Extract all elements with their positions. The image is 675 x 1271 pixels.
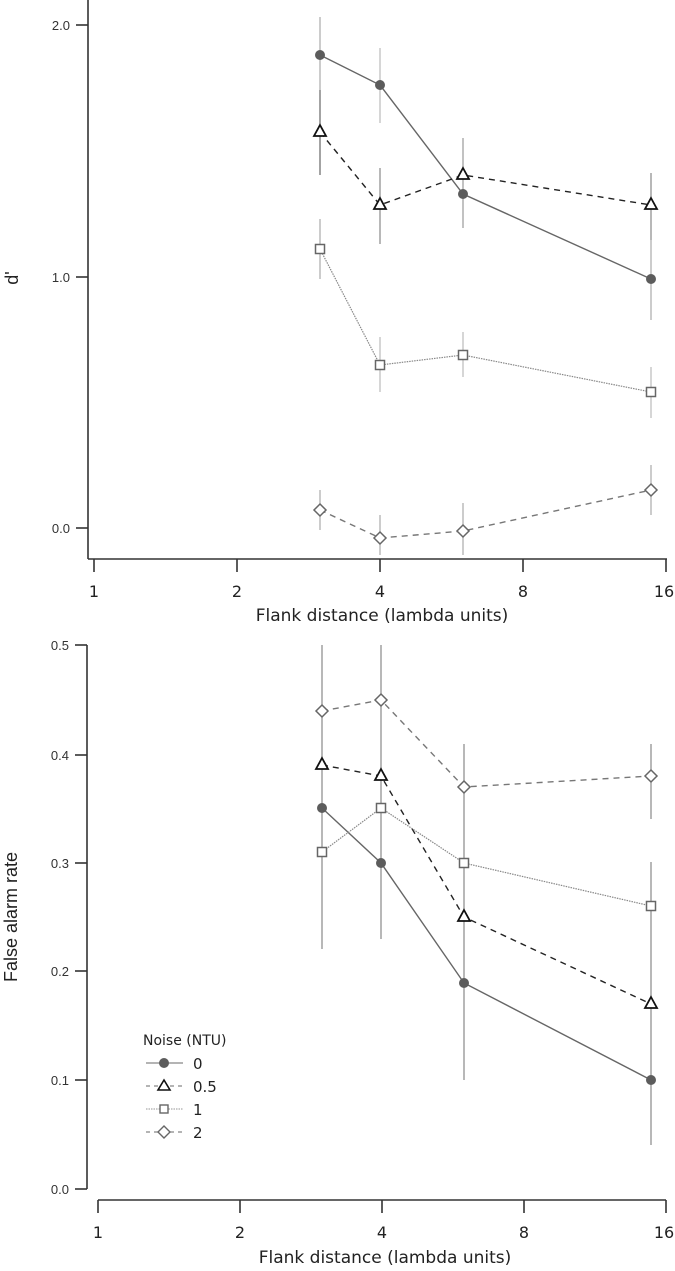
y-tick-label: 1.0: [52, 270, 70, 285]
legend: Noise (NTU) 0 0.5 1 2: [143, 1033, 226, 1142]
top-series-2-line: [319, 489, 652, 539]
bottom-series-1-line: [321, 807, 652, 907]
legend-title: Noise (NTU): [143, 1033, 226, 1049]
bottom-series-0.5-markers: [314, 756, 659, 1009]
top-error-bars: [319, 17, 652, 555]
legend-item-0.5: 0.5: [146, 1078, 217, 1096]
top-y-ticks: 2.0 1.0 0.0: [52, 18, 88, 536]
x-tick-label: 2: [232, 582, 242, 601]
bottom-y-axis-title: False alarm rate: [1, 852, 21, 982]
bottom-chart: 0.5 0.4 0.3 0.2 0.1 0.0 1 2 4 8 16 Flank…: [1, 638, 674, 1268]
x-tick-label: 16: [654, 1223, 674, 1242]
x-tick-label: 4: [375, 582, 385, 601]
bottom-x-axis-title: Flank distance (lambda units): [259, 1248, 512, 1268]
legend-label: 0.5: [193, 1078, 217, 1096]
bottom-series-0.5-line: [321, 764, 652, 1005]
bottom-series-1-markers: [316, 802, 657, 912]
y-tick-label: 2.0: [52, 18, 70, 33]
bottom-error-bars: [321, 645, 652, 1145]
y-tick-label: 0.4: [51, 748, 69, 763]
bottom-series-0-markers: [317, 803, 656, 1085]
filled-circle-icon: [159, 1058, 169, 1068]
legend-label: 0: [193, 1055, 203, 1073]
x-tick-label: 4: [377, 1223, 387, 1242]
y-tick-label: 0.3: [51, 856, 69, 871]
bottom-y-ticks: 0.5 0.4 0.3 0.2 0.1 0.0: [51, 638, 87, 1197]
bottom-series-2-line: [321, 699, 652, 788]
x-tick-label: 1: [93, 1223, 103, 1242]
top-x-ticks: 1 2 4 8 16: [89, 559, 674, 601]
top-series-2-markers: [312, 482, 659, 546]
top-x-axis-title: Flank distance (lambda units): [256, 606, 509, 626]
legend-item-0: 0: [146, 1055, 203, 1073]
top-series-0.5-line: [319, 131, 652, 206]
top-y-axis-title: d': [2, 271, 22, 284]
top-series-0-markers: [315, 50, 656, 284]
x-tick-label: 8: [519, 1223, 529, 1242]
y-tick-label: 0.0: [51, 1182, 69, 1197]
x-tick-label: 1: [89, 582, 99, 601]
top-series-1-markers: [314, 243, 657, 398]
diamond-icon: [157, 1125, 171, 1139]
legend-label: 1: [193, 1101, 203, 1119]
y-tick-label: 0.2: [51, 964, 69, 979]
legend-label: 2: [193, 1124, 203, 1142]
square-icon: [159, 1104, 169, 1114]
triangle-icon: [156, 1078, 172, 1091]
top-series-1-line: [319, 248, 652, 393]
top-series-0-line: [319, 54, 652, 280]
y-tick-label: 0.5: [51, 638, 69, 653]
legend-item-1: 1: [146, 1101, 203, 1119]
x-tick-label: 8: [518, 582, 528, 601]
bottom-series-2-markers: [314, 692, 659, 795]
bottom-x-ticks: 1 2 4 8 16: [93, 1200, 674, 1242]
legend-item-2: 2: [146, 1124, 203, 1142]
x-tick-label: 2: [235, 1223, 245, 1242]
y-tick-label: 0.1: [51, 1073, 69, 1088]
bottom-series-0-line: [321, 807, 652, 1081]
x-tick-label: 16: [654, 582, 674, 601]
y-tick-label: 0.0: [52, 521, 70, 536]
top-chart: 2.0 1.0 0.0 1 2 4 8 16 Flank distance (l…: [2, 0, 674, 626]
top-series-0.5-markers: [312, 123, 659, 210]
